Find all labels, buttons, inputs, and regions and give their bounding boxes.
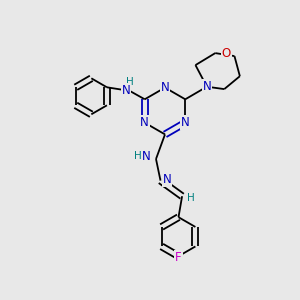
Text: N: N — [160, 81, 169, 94]
Text: H: H — [134, 151, 141, 161]
Text: N: N — [140, 116, 149, 129]
Text: N: N — [142, 150, 151, 163]
Text: F: F — [175, 251, 182, 264]
Text: N: N — [163, 173, 172, 186]
Text: H: H — [187, 193, 195, 203]
Text: N: N — [202, 80, 211, 93]
Text: H: H — [127, 77, 134, 87]
Text: O: O — [222, 46, 231, 60]
Text: N: N — [181, 116, 190, 129]
Text: N: N — [122, 84, 130, 97]
